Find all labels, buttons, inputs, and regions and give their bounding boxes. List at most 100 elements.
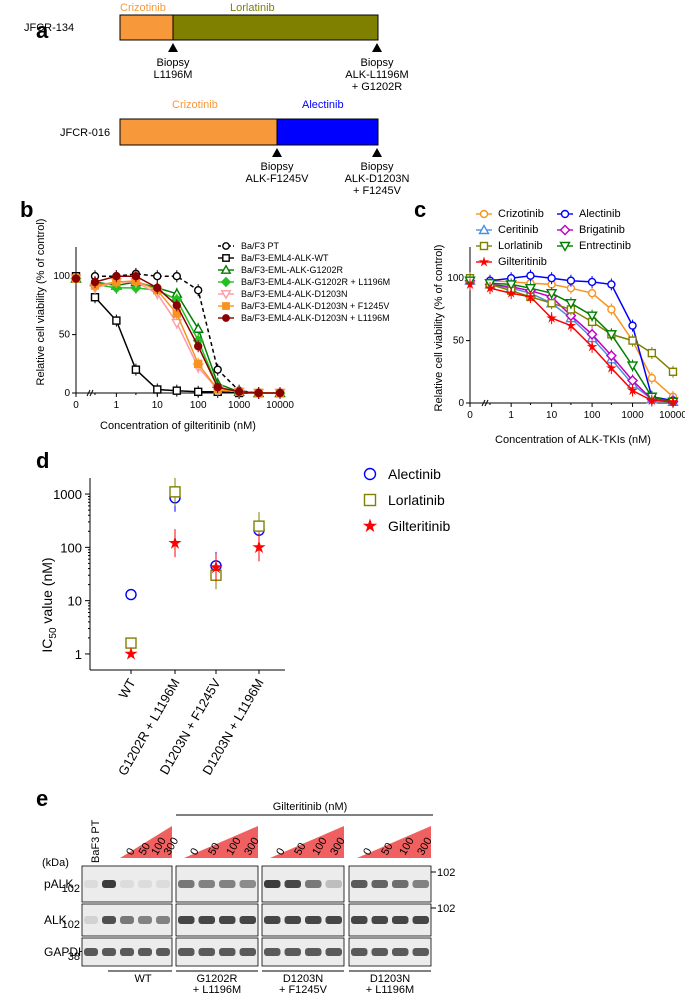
drug-bar bbox=[276, 118, 379, 146]
x-tick-label: 10 bbox=[546, 410, 558, 421]
series-line bbox=[489, 274, 674, 402]
x-tick-label: 10000 bbox=[659, 410, 685, 421]
data-point bbox=[505, 280, 517, 291]
data-point bbox=[526, 271, 535, 280]
dose-gradient-icon bbox=[184, 826, 258, 858]
group-label: + L1196M bbox=[366, 984, 414, 994]
blot-band bbox=[284, 916, 301, 924]
blot-band bbox=[198, 948, 215, 956]
data-point bbox=[209, 560, 223, 574]
legend-label: Ba/F3-EML-ALK-G1202R bbox=[241, 265, 344, 275]
data-point bbox=[560, 209, 570, 219]
blot-band bbox=[178, 948, 195, 956]
biopsy-arrow-icon bbox=[168, 43, 178, 52]
x-tick-label: 0 bbox=[467, 410, 473, 421]
biopsy-arrow-icon bbox=[372, 148, 382, 157]
blot-band bbox=[371, 880, 388, 888]
group-label: WT bbox=[134, 973, 151, 985]
y-tick-label: 0 bbox=[64, 388, 70, 399]
data-point bbox=[153, 283, 162, 293]
data-point bbox=[479, 241, 489, 251]
data-point bbox=[222, 254, 230, 262]
data-point bbox=[565, 298, 577, 310]
x-tick-label: 100 bbox=[190, 400, 207, 411]
blot-band bbox=[351, 916, 368, 924]
data-point bbox=[112, 316, 121, 325]
panel-c: c Relative cell viability (% of control)… bbox=[414, 197, 685, 446]
data-point bbox=[547, 298, 556, 308]
data-point bbox=[478, 224, 490, 235]
data-point bbox=[193, 359, 203, 368]
data-point bbox=[586, 341, 598, 352]
legend-label: Ba/F3-EML4-ALK-D1203N + F1245V bbox=[241, 301, 389, 311]
legend-label: Ba/F3-EML4-ALK-D1203N bbox=[241, 289, 348, 299]
blot-band bbox=[325, 880, 342, 888]
legend-label: Ba/F3-EML4-ALK-WT bbox=[241, 253, 329, 263]
blot-band bbox=[412, 948, 429, 956]
data-point bbox=[169, 486, 181, 498]
data-point bbox=[505, 287, 517, 298]
data-point bbox=[464, 278, 476, 289]
blot-band bbox=[84, 916, 98, 924]
blot-band bbox=[156, 948, 170, 956]
blot-band bbox=[102, 916, 116, 924]
drug-bar bbox=[172, 14, 379, 41]
x-tick-label: 1 bbox=[114, 400, 120, 411]
data-point bbox=[647, 373, 657, 383]
series-line bbox=[489, 283, 674, 373]
group-label: + F1245V bbox=[279, 984, 328, 994]
data-point bbox=[363, 493, 377, 507]
x-axis-label: Concentration of gilteritinib (nM) bbox=[100, 420, 256, 432]
x-tick-label: 1000 bbox=[228, 400, 251, 411]
legend-label: Gilteritinib bbox=[498, 256, 547, 268]
dose-label: 0 bbox=[188, 846, 201, 857]
data-point bbox=[112, 272, 121, 281]
axis-break bbox=[89, 389, 94, 397]
data-point bbox=[565, 319, 577, 331]
blot-band bbox=[102, 880, 116, 888]
data-point bbox=[627, 384, 638, 396]
data-point bbox=[153, 272, 162, 281]
panel-e-label: e bbox=[36, 786, 48, 811]
dose-label: 0 bbox=[124, 846, 137, 857]
data-point bbox=[524, 283, 537, 295]
blot-row-label: GAPDH bbox=[44, 945, 87, 959]
data-point bbox=[646, 394, 658, 405]
series-line bbox=[489, 283, 674, 403]
legend: Crizotinib Alectinib Ceritinib Brigatinib Lo… bbox=[476, 208, 631, 268]
series-line bbox=[94, 275, 280, 394]
data-point bbox=[628, 336, 637, 345]
series-line bbox=[489, 279, 674, 398]
legend: Ba/F3 PT Ba/F3-EML4-ALK-WT Ba/F3-EML-ALK-G… bbox=[218, 241, 390, 323]
mw-label: 102 bbox=[437, 903, 455, 915]
group-label: + L1196M bbox=[193, 984, 241, 994]
y-axis-label: Relative cell viability (% of control) bbox=[35, 219, 47, 386]
drug-bar bbox=[119, 14, 174, 41]
data-point bbox=[605, 330, 618, 341]
drug-label: Lorlatinib bbox=[230, 2, 275, 14]
legend-label: Alectinib bbox=[579, 208, 621, 220]
pt-lane-label: BaF3 PT bbox=[90, 819, 102, 863]
blot-band bbox=[198, 880, 215, 888]
legend-label: Lorlatinib bbox=[498, 240, 543, 252]
blot-band bbox=[120, 916, 134, 924]
y-tick-label: 100 bbox=[60, 540, 82, 555]
drug-bar bbox=[119, 118, 278, 146]
blot-band bbox=[392, 948, 409, 956]
data-point bbox=[254, 388, 263, 398]
mw-label: 38 bbox=[68, 951, 80, 963]
data-point bbox=[71, 274, 81, 283]
panel-d-label: d bbox=[36, 448, 49, 473]
patient-id: JFCR-016 bbox=[60, 127, 110, 139]
data-point bbox=[193, 387, 203, 397]
data-point bbox=[253, 520, 265, 532]
biopsy-mutation: + F1245V bbox=[353, 185, 402, 197]
biopsy-label: Biopsy bbox=[260, 161, 294, 173]
blot-band bbox=[284, 948, 301, 956]
data-point bbox=[628, 321, 637, 330]
data-point bbox=[559, 224, 571, 236]
blot-band bbox=[84, 948, 98, 956]
panel-b-label: b bbox=[20, 197, 33, 222]
blot-band bbox=[371, 916, 388, 924]
